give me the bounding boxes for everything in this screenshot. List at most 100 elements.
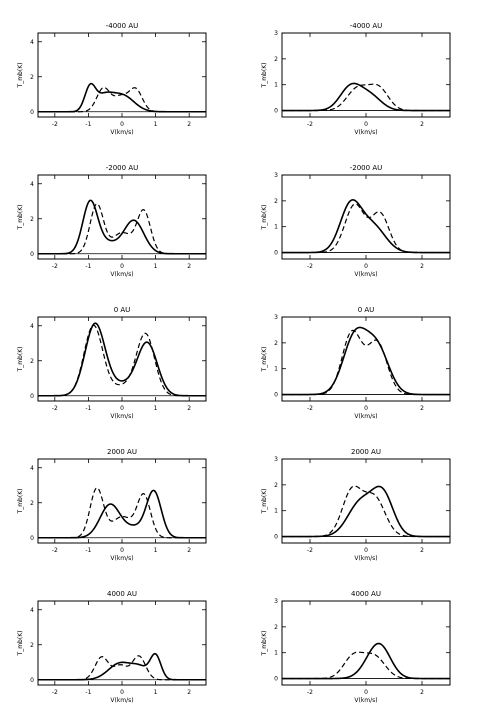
y-tick-label: 2 (30, 358, 34, 365)
x-tick-label: 2 (420, 405, 424, 412)
dashed-spectrum-line (38, 203, 206, 255)
y-axis-label: T_mb(K) (261, 205, 268, 231)
y-tick-label: 3 (274, 172, 278, 179)
y-tick-label: 2 (274, 624, 278, 631)
x-axis-label: V(km/s) (110, 555, 133, 562)
panel-title: -4000 AU (350, 22, 382, 30)
y-tick-label: 3 (274, 30, 278, 37)
y-tick-label: 0 (274, 392, 278, 399)
x-tick-label: 2 (187, 547, 191, 554)
y-tick-label: 2 (30, 216, 34, 223)
dashed-spectrum-line (282, 203, 450, 254)
dashed-spectrum-line (38, 86, 206, 113)
dashed-spectrum-line (38, 324, 206, 397)
y-tick-label: 4 (30, 39, 34, 46)
x-tick-label: 0 (364, 263, 368, 270)
y-tick-label: 4 (30, 465, 34, 472)
dashed-spectrum-line (38, 487, 206, 539)
plot-frame (281, 32, 451, 118)
solid-spectrum-line (282, 326, 450, 396)
panel-7: 2000 AU -2 -1 0 1 2 0 2 4 V(km/s) T_mb(K) (17, 448, 207, 562)
x-tick-label: 0 (364, 547, 368, 554)
solid-spectrum-line (282, 485, 450, 538)
y-tick-label: 1 (274, 224, 278, 231)
x-tick-label: 2 (187, 263, 191, 270)
x-axis-label: V(km/s) (354, 129, 377, 136)
x-tick-label: 1 (154, 263, 158, 270)
y-tick-label: 2 (274, 340, 278, 347)
plot-frame (37, 458, 207, 544)
panel-title: -2000 AU (350, 164, 382, 172)
y-tick-label: 0 (274, 108, 278, 115)
plot-frame (37, 174, 207, 260)
x-axis-label: V(km/s) (110, 697, 133, 704)
x-tick-label: -2 (52, 547, 58, 554)
x-tick-label: 1 (154, 405, 158, 412)
x-tick-label: 2 (420, 689, 424, 696)
x-axis-label: V(km/s) (354, 413, 377, 420)
x-tick-label: 0 (120, 405, 124, 412)
panel-1: -4000 AU -2 -1 0 1 2 0 2 4 V(km/s) T_mb(K) (17, 22, 207, 136)
y-tick-label: 0 (30, 109, 34, 116)
y-tick-label: 0 (30, 393, 34, 400)
x-tick-label: 0 (120, 547, 124, 554)
y-tick-label: 1 (274, 508, 278, 515)
x-axis-label: V(km/s) (110, 413, 133, 420)
x-tick-label: -2 (52, 263, 58, 270)
x-tick-label: 1 (154, 121, 158, 128)
y-tick-label: 2 (274, 198, 278, 205)
x-tick-label: 2 (187, 121, 191, 128)
panel-title: -4000 AU (106, 22, 138, 30)
y-tick-label: 2 (30, 500, 34, 507)
solid-spectrum-line (38, 199, 206, 255)
dashed-spectrum-line (282, 329, 450, 396)
x-tick-label: 1 (154, 547, 158, 554)
x-tick-label: 0 (364, 689, 368, 696)
y-tick-label: 1 (274, 82, 278, 89)
panel-title: 2000 AU (107, 448, 137, 456)
solid-spectrum-line (282, 82, 450, 112)
y-tick-label: 2 (274, 56, 278, 63)
x-tick-label: -2 (307, 121, 313, 128)
y-axis-label: T_mb(K) (261, 489, 268, 515)
solid-spectrum-line (38, 652, 206, 681)
x-tick-label: 2 (420, 121, 424, 128)
x-tick-label: 2 (187, 689, 191, 696)
plot-frame (37, 316, 207, 402)
x-tick-label: -2 (307, 405, 313, 412)
y-tick-label: 4 (30, 181, 34, 188)
x-tick-label: 2 (420, 547, 424, 554)
x-axis-label: V(km/s) (110, 129, 133, 136)
solid-spectrum-line (38, 82, 206, 113)
y-tick-label: 2 (274, 482, 278, 489)
y-axis-label: T_mb(K) (261, 347, 268, 373)
solid-spectrum-line (282, 199, 450, 254)
solid-spectrum-line (282, 642, 450, 680)
x-tick-label: -2 (307, 547, 313, 554)
x-tick-label: 0 (120, 689, 124, 696)
y-tick-label: 0 (274, 676, 278, 683)
y-axis-label: T_mb(K) (17, 63, 24, 89)
panel-10: 4000 AU -2 0 2 0 1 2 3 V(km/s) T_mb(K) (261, 590, 451, 704)
plot-frame (281, 174, 451, 260)
y-tick-label: 3 (274, 456, 278, 463)
y-axis-label: T_mb(K) (17, 347, 24, 373)
panel-9: 4000 AU -2 -1 0 1 2 0 2 4 V(km/s) T_mb(K) (17, 590, 207, 704)
x-tick-label: -2 (307, 689, 313, 696)
y-tick-label: 0 (30, 677, 34, 684)
x-axis-label: V(km/s) (354, 271, 377, 278)
panel-title: 0 AU (114, 306, 131, 314)
plot-frame (37, 32, 207, 118)
panel-5: 0 AU -2 -1 0 1 2 0 2 4 V(km/s) T_mb(K) (17, 306, 207, 420)
y-tick-label: 0 (30, 535, 34, 542)
x-tick-label: 2 (187, 405, 191, 412)
x-tick-label: 0 (364, 121, 368, 128)
x-tick-label: 0 (120, 121, 124, 128)
x-axis-label: V(km/s) (110, 271, 133, 278)
solid-spectrum-line (38, 489, 206, 539)
panel-title: 4000 AU (107, 590, 137, 598)
y-tick-label: 2 (30, 74, 34, 81)
x-tick-label: 0 (364, 405, 368, 412)
x-tick-label: -1 (85, 405, 91, 412)
